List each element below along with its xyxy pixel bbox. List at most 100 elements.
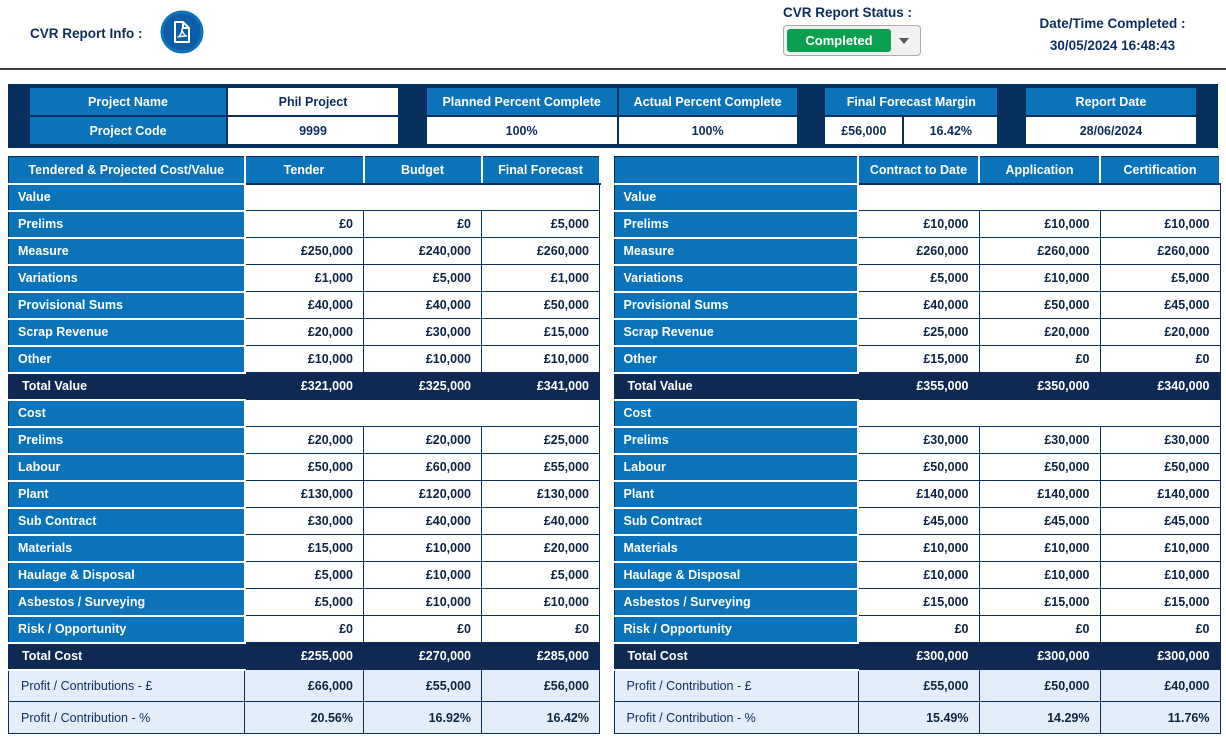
datetime-completed-label: Date/Time Completed : [1039, 16, 1186, 31]
report-status-dropdown[interactable]: Completed [783, 25, 921, 56]
row-label: Variations [614, 264, 859, 293]
percent-complete-group: Planned Percent Complete Actual Percent … [426, 88, 797, 144]
row-label: Scrap Revenue [614, 318, 859, 347]
cell-value: £130,000 [481, 480, 600, 508]
contract-section-row: Value [614, 183, 1221, 212]
cell-value: £0 [481, 615, 600, 643]
tendered-data-row: Labour £50,000 £60,000 £55,000 [8, 453, 600, 482]
cell-value: £120,000 [363, 480, 482, 508]
cell-value: £140,000 [978, 480, 1101, 508]
cell-value: £10,000 [857, 561, 980, 589]
cell-value: £50,000 [1099, 453, 1221, 481]
tendered-data-row: Variations £1,000 £5,000 £1,000 [8, 264, 600, 293]
row-label: Labour [8, 453, 246, 482]
cell-value: 14.29% [978, 701, 1101, 734]
cell-value: £40,000 [363, 507, 482, 535]
cell-value: £15,000 [481, 318, 600, 346]
contract-data-row: Plant £140,000 £140,000 £140,000 [614, 480, 1221, 509]
cell-value: £5,000 [244, 588, 364, 616]
row-label: Measure [614, 237, 859, 266]
cell-value: £10,000 [363, 345, 482, 373]
cell-value: £20,000 [978, 318, 1101, 346]
pdf-document-icon [160, 10, 204, 57]
row-label: Risk / Opportunity [8, 615, 246, 644]
cell-value: £260,000 [1099, 237, 1221, 265]
row-label: Labour [614, 453, 859, 482]
cell-value: £40,000 [363, 291, 482, 319]
cell-value: £30,000 [363, 318, 482, 346]
cell-value: £10,000 [857, 210, 980, 238]
cell-value: £0 [244, 210, 364, 238]
contract-application-certification-table: Contract to Date Application Certification… [613, 156, 1221, 734]
cell-value: 11.76% [1099, 701, 1221, 734]
report-date-value: 28/06/2024 [1025, 117, 1196, 144]
section-spacer [244, 183, 600, 211]
cell-value: £341,000 [481, 372, 600, 400]
cell-value: £50,000 [978, 291, 1101, 319]
row-label: Cost [614, 399, 859, 428]
contract-data-row: Asbestos / Surveying £15,000 £15,000 £15,00… [614, 588, 1221, 617]
tendered-data-row: Asbestos / Surveying £5,000 £10,000 £10,000 [8, 588, 600, 617]
contract-column-header: Contract to Date [858, 156, 980, 185]
cell-value: £140,000 [857, 480, 980, 508]
cell-value: £0 [363, 615, 482, 643]
section-spacer [857, 183, 1221, 211]
tendered-data-row: Risk / Opportunity £0 £0 £0 [8, 615, 600, 644]
cell-value: £260,000 [481, 237, 600, 265]
cell-value: £25,000 [857, 318, 980, 346]
row-label: Risk / Opportunity [614, 615, 859, 644]
contract-section-row: Cost [614, 399, 1221, 428]
cell-value: £0 [1099, 345, 1221, 373]
cell-value: £15,000 [857, 345, 980, 373]
cell-value: £40,000 [481, 507, 600, 535]
tendered-section-row: Cost [8, 399, 600, 428]
cell-value: £0 [1099, 615, 1221, 643]
planned-percent-value: 100% [426, 117, 617, 144]
cell-value: £25,000 [481, 426, 600, 454]
cell-value: £10,000 [244, 345, 364, 373]
tendered-section-row: Value [8, 183, 600, 212]
cell-value: £40,000 [1099, 669, 1221, 702]
row-label: Prelims [614, 426, 859, 455]
row-label: Haulage & Disposal [8, 561, 246, 590]
tendered-data-row: Haulage & Disposal £5,000 £10,000 £5,000 [8, 561, 600, 590]
contract-data-row: Prelims £30,000 £30,000 £30,000 [614, 426, 1221, 455]
cell-value: £240,000 [363, 237, 482, 265]
contract-column-header: Certification [1100, 156, 1221, 185]
row-label: Asbestos / Surveying [614, 588, 859, 617]
divider [0, 68, 1226, 70]
contract-data-row: Variations £5,000 £10,000 £5,000 [614, 264, 1221, 293]
cell-value: £0 [363, 210, 482, 238]
tendered-profit-row: Profit / Contribution - % 20.56% 16.92% 16.… [8, 701, 600, 734]
cell-value: £355,000 [857, 372, 980, 400]
cell-value: £300,000 [1099, 642, 1221, 670]
cell-value: £0 [978, 345, 1101, 373]
row-label: Total Value [614, 372, 859, 401]
tendered-data-row: Sub Contract £30,000 £40,000 £40,000 [8, 507, 600, 536]
contract-data-row: Provisional Sums £40,000 £50,000 £45,000 [614, 291, 1221, 320]
cell-value: £1,000 [481, 264, 600, 292]
cvr-tables: Tendered & Projected Cost/Value Tender Bud… [8, 156, 1221, 734]
forecast-margin-amount: £56,000 [825, 117, 903, 144]
cell-value: £10,000 [1099, 534, 1221, 562]
status-badge: Completed [787, 29, 891, 52]
contract-data-row: Labour £50,000 £50,000 £50,000 [614, 453, 1221, 482]
dropdown-toggle[interactable] [891, 37, 917, 44]
cell-value: £50,000 [857, 453, 980, 481]
cell-value: £55,000 [481, 453, 600, 481]
pdf-report-button[interactable] [159, 10, 205, 56]
contract-data-row: Risk / Opportunity £0 £0 £0 [614, 615, 1221, 644]
cell-value: £45,000 [1099, 291, 1221, 319]
contract-profit-row: Profit / Contribution - £ £55,000 £50,000 £… [613, 669, 1221, 702]
cell-value: £260,000 [857, 237, 980, 265]
row-label: Sub Contract [8, 507, 246, 536]
contract-profit-row: Profit / Contribution - % 15.49% 14.29% 11.… [613, 701, 1221, 734]
cell-value: £50,000 [244, 453, 364, 481]
cell-value: £270,000 [363, 642, 482, 670]
project-code-label: Project Code [30, 117, 226, 144]
cell-value: £30,000 [978, 426, 1101, 454]
contract-total-row: Total Value £355,000 £350,000 £340,000 [614, 372, 1221, 401]
cell-value: £340,000 [1099, 372, 1221, 400]
cell-value: £0 [978, 615, 1101, 643]
row-label: Profit / Contributions - £ [8, 669, 245, 702]
